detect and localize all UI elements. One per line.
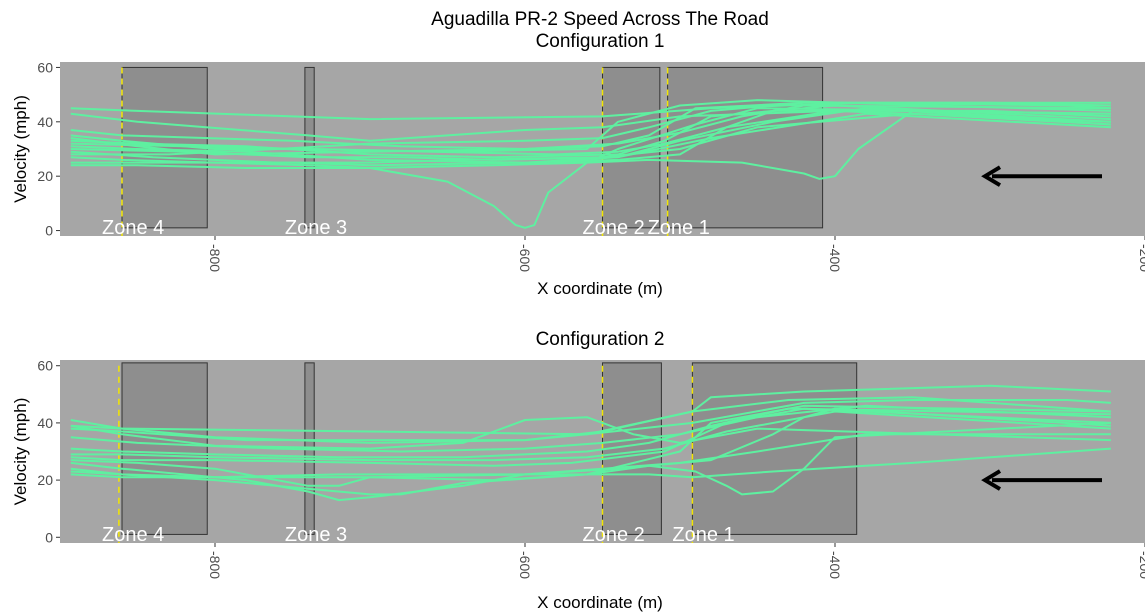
trajectory-line xyxy=(70,407,1111,487)
trajectory-line xyxy=(70,104,1111,156)
zone-label: Zone 4 xyxy=(102,524,164,546)
trajectory-line xyxy=(70,407,1111,467)
trajectory-line xyxy=(70,410,1111,462)
zone-label: Zone 1 xyxy=(672,524,734,546)
panel-subtitle: Configuration 2 xyxy=(536,329,665,350)
trajectory-line xyxy=(70,399,1111,436)
y-tick-label: 0 xyxy=(45,223,53,239)
trajectory-line xyxy=(70,112,1111,167)
x-axis-title: X coordinate (m) xyxy=(537,279,663,298)
y-tick-label: 0 xyxy=(45,529,53,545)
y-tick-label: 60 xyxy=(37,59,53,75)
x-tick-label: -600 xyxy=(517,244,533,272)
trajectory-line xyxy=(70,112,1111,164)
zone-label: Zone 3 xyxy=(285,217,347,239)
y-tick-label: 40 xyxy=(37,415,53,431)
y-tick-label: 40 xyxy=(37,114,53,130)
x-tick-label: -400 xyxy=(827,551,843,579)
zone-label: Zone 2 xyxy=(583,524,645,546)
x-tick-label: -800 xyxy=(207,244,223,272)
x-axis-title: X coordinate (m) xyxy=(537,593,663,612)
trajectory-line xyxy=(70,109,1111,180)
zone-box xyxy=(121,362,208,535)
trajectory-line xyxy=(70,109,1111,156)
y-axis-title: Velocity (mph) xyxy=(11,95,30,203)
panel-1: Configuration 1 Zone 4 Zone 3 Zone 2 Zone 1 0… xyxy=(11,31,1145,298)
trajectory-line xyxy=(70,109,1111,164)
y-axis-title: Velocity (mph) xyxy=(11,398,30,506)
trajectory-line xyxy=(70,407,1111,459)
zone-label: Zone 3 xyxy=(285,524,347,546)
x-tick-label: -600 xyxy=(517,551,533,579)
chart-title: Aguadilla PR-2 Speed Across The Road xyxy=(431,9,769,30)
trajectory-line xyxy=(70,396,1111,442)
x-tick-label: -400 xyxy=(827,244,843,272)
trajectory-line xyxy=(70,101,1111,156)
panel-2: Configuration 2 Zone 4 Zone 3 Zone 2 Zone 1 0… xyxy=(11,329,1145,612)
x-tick-label: -800 xyxy=(207,551,223,579)
trajectory-line xyxy=(70,404,1111,482)
zone-label: Zone 2 xyxy=(583,217,645,239)
trajectory-line xyxy=(70,421,1111,496)
direction-arrow-head xyxy=(981,469,1002,491)
zone-label: Zone 1 xyxy=(648,217,710,239)
y-tick-label: 20 xyxy=(37,168,53,184)
trajectory-line xyxy=(70,433,1111,502)
zone-label: Zone 4 xyxy=(102,217,164,239)
y-tick-label: 60 xyxy=(37,358,53,374)
x-tick-label: -200 xyxy=(1137,551,1145,579)
y-tick-label: 20 xyxy=(37,472,53,488)
panel-subtitle: Configuration 1 xyxy=(536,31,665,52)
direction-arrow-head xyxy=(981,165,1002,187)
x-tick-label: -200 xyxy=(1137,244,1145,272)
